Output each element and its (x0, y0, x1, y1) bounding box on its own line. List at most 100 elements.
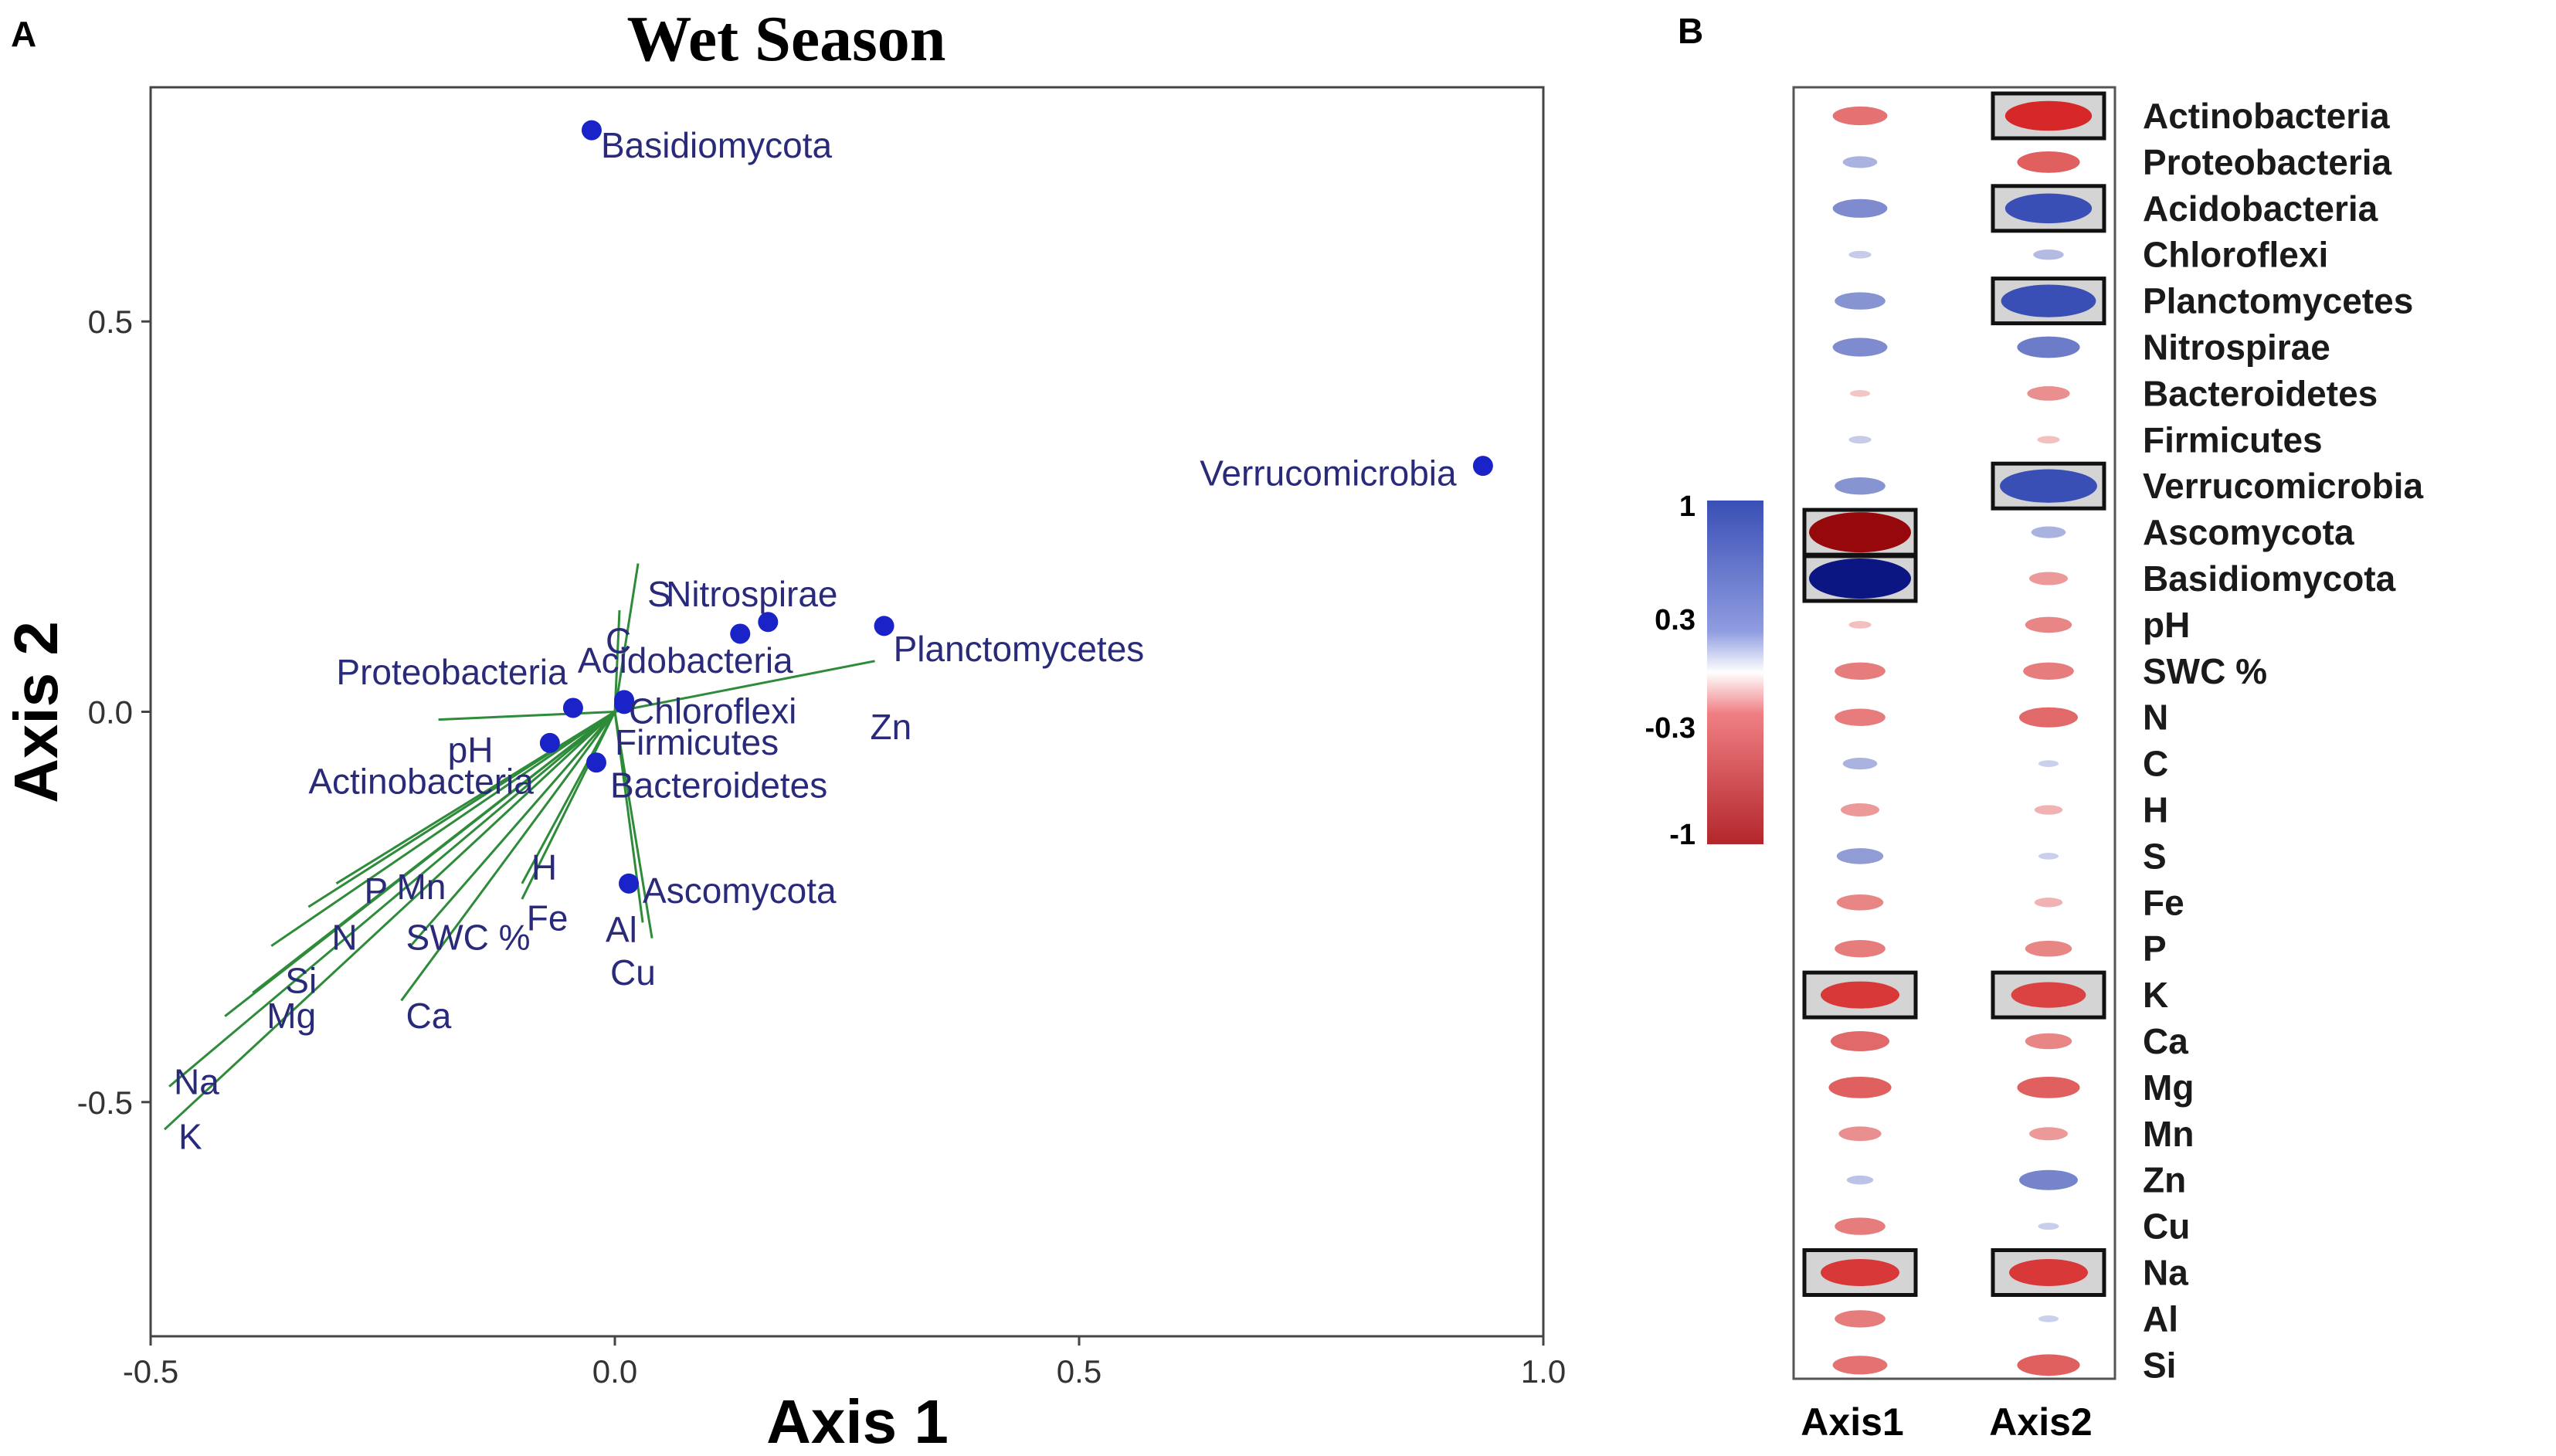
row-label-zn: Zn (2143, 1160, 2186, 1200)
row-label-na: Na (2143, 1253, 2188, 1293)
colorbar-tick-label: -0.3 (1645, 712, 1696, 745)
heatmap-cell-ca-axis1 (1831, 1031, 1889, 1051)
colorbar-gradient (1707, 501, 1763, 844)
heatmap-cell-nitrospirae-axis2 (2017, 336, 2080, 358)
colorbar-ticks: 1 0.3 -0.3 -1 (1645, 490, 1696, 851)
heatmap-cell-si-axis1 (1832, 1356, 1888, 1375)
row-label-actinobacteria: Actinobacteria (2143, 96, 2390, 136)
vector-label-p: P (364, 871, 388, 911)
vector-n (270, 711, 616, 947)
heatmap-cell-planctomycetes-axis1 (1835, 292, 1886, 310)
x-tick-label: 0.0 (592, 1353, 637, 1390)
heatmap-cell-fe-axis2 (2034, 898, 2063, 908)
heatmap-cell-h-axis1 (1841, 803, 1879, 816)
heatmap-cell-basidiomycota-axis2 (2029, 572, 2068, 585)
row-label-c: C (2143, 744, 2168, 784)
heatmap-cell-actinobacteria-axis1 (1832, 106, 1888, 126)
panel-a-letter: A (11, 14, 36, 54)
heatmap-cell-proteobacteria-axis2 (2017, 151, 2080, 173)
heatmap-cell-k-axis1 (1821, 981, 1899, 1009)
heatmap-cell-nitrospirae-axis1 (1832, 338, 1888, 357)
vector-label-al: Al (606, 910, 637, 950)
heatmap-cell-firmicutes-axis1 (1848, 436, 1872, 444)
heatmap-cell-al-axis1 (1835, 1310, 1886, 1328)
column-label-axis1: Axis1 (1801, 1400, 1903, 1444)
row-label-si: Si (2143, 1345, 2176, 1385)
vector-label-si: Si (285, 960, 317, 1000)
heatmap-cell-fe-axis1 (1836, 894, 1884, 911)
row-label-bacteroidetes: Bacteroidetes (2143, 373, 2378, 413)
heatmap-cell-n-axis1 (1835, 708, 1886, 726)
heatmap-cell-p-axis2 (2025, 940, 2072, 957)
point-proteobacteria (562, 697, 583, 718)
row-label-s: S (2143, 836, 2167, 876)
row-label-proteobacteria: Proteobacteria (2143, 142, 2392, 182)
heatmap-cell-mn-axis1 (1838, 1126, 1882, 1142)
point-nitrospirae (730, 623, 751, 644)
heatmap-cell-ascomycota-axis1 (1809, 512, 1911, 553)
vector-ph (438, 711, 616, 721)
row-label-fe: Fe (2143, 882, 2184, 922)
heatmap-cell-p-axis1 (1835, 940, 1886, 958)
x-tick-label: -0.5 (123, 1353, 178, 1390)
column-label-axis2: Axis2 (1989, 1400, 2092, 1444)
heatmap-cells (1802, 91, 2106, 1376)
colorbar-tick-label: -1 (1669, 819, 1696, 851)
x-tick-label: 1.0 (1521, 1353, 1566, 1390)
x-axis-ticks: -0.5 0.0 0.5 1.0 (123, 1336, 1566, 1390)
row-label-basidiomycota: Basidiomycota (2143, 558, 2396, 599)
y-axis-title: Axis 2 (2, 621, 70, 803)
heatmap-cell-ascomycota-axis2 (2031, 526, 2066, 538)
row-label-h: H (2143, 790, 2168, 830)
heatmap-cell-acidobacteria-axis2 (2004, 193, 2093, 224)
panel-b-letter: B (1678, 11, 1703, 51)
heatmap-cell-ph-axis2 (2025, 616, 2072, 633)
vector-label-zn: Zn (871, 707, 912, 747)
vector-mn (335, 711, 616, 885)
vector-fe (521, 711, 616, 900)
point-actinobacteria (539, 732, 560, 753)
heatmap-cell-verrucomicrobia-axis2 (2000, 469, 2097, 503)
vector-ca (400, 711, 616, 1002)
colorbar: 1 0.3 -0.3 -1 (1645, 490, 1763, 851)
heatmap-cell-n-axis2 (2019, 707, 2078, 728)
heatmap-cell-bacteroidetes-axis2 (2027, 386, 2070, 401)
row-label-verrucomicrobia: Verrucomicrobia (2143, 466, 2423, 506)
row-label-ascomycota: Ascomycota (2143, 512, 2354, 552)
chart-a-title: Wet Season (626, 3, 945, 75)
data-points (539, 120, 1493, 894)
heatmap-cell-zn-axis2 (2019, 1169, 2078, 1190)
row-label-acidobacteria: Acidobacteria (2143, 188, 2378, 229)
point-bacteroidetes (586, 752, 606, 773)
row-label-planctomycetes: Planctomycetes (2143, 281, 2413, 321)
heatmap-cell-na-axis2 (2009, 1259, 2088, 1286)
vector-label-s: S (647, 574, 671, 614)
point-planctomycetes (874, 616, 894, 636)
point-ascomycota (619, 873, 640, 894)
heatmap-cell-chloroflexi-axis1 (1848, 250, 1872, 259)
y-axis-ticks: 0.5 0.0 -0.5 (77, 304, 151, 1121)
heatmap-cell-na-axis1 (1821, 1259, 1899, 1286)
colorbar-tick-label: 0.3 (1655, 604, 1696, 636)
row-label-p: P (2143, 928, 2167, 969)
point-label-actinobacteria: Actinobacteria (308, 762, 534, 802)
heatmap-cell-chloroflexi-axis2 (2033, 249, 2064, 260)
row-label-mg: Mg (2143, 1067, 2194, 1108)
heatmap-cell-ph-axis1 (1848, 621, 1872, 629)
vector-label-mn: Mn (397, 867, 446, 907)
point-label-nitrospirae: Nitrospirae (666, 574, 837, 614)
heatmap-cell-c-axis1 (1842, 758, 1878, 770)
row-label-mn: Mn (2143, 1114, 2194, 1154)
row-label-al: Al (2143, 1298, 2178, 1339)
point-chloroflexi (614, 694, 635, 714)
correlation-heatmap: Actinobacteria Proteobacteria Acidobacteri… (1792, 86, 2423, 1444)
row-label-ph: pH (2143, 605, 2190, 645)
plot-frame (149, 86, 1545, 1338)
heatmap-cell-basidiomycota-axis1 (1809, 558, 1911, 599)
heatmap-cell-mn-axis2 (2029, 1127, 2068, 1141)
y-tick-label: 0.0 (88, 694, 133, 731)
heatmap-cell-k-axis2 (2011, 982, 2086, 1008)
vector-label-ph: pH (448, 730, 494, 770)
